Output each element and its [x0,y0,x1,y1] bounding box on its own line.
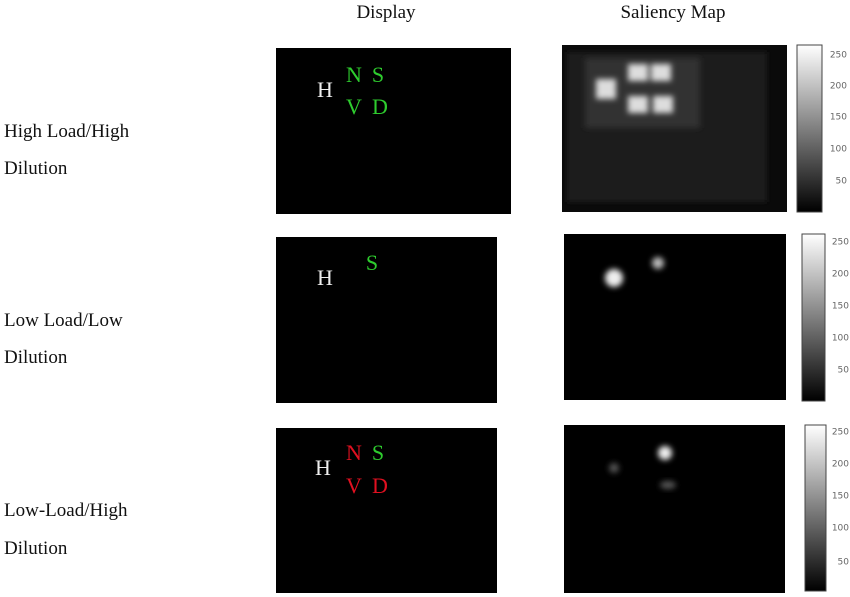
row-label: Dilution [4,347,68,368]
colorbar-tick: 250 [830,51,847,61]
letter: D [372,94,388,119]
row-label: Low-Load/High [4,500,128,521]
saliency-panel [564,425,785,593]
row-label: High Load/High [4,121,130,142]
display-panel [276,48,511,214]
saliency-blob [605,269,623,287]
colorbar-tick: 50 [836,177,848,187]
saliency-panel [564,234,786,400]
column-header: Display [356,2,416,23]
row-label: Dilution [4,538,68,559]
colorbar-tick: 50 [838,558,850,568]
colorbar [796,44,823,213]
colorbar [801,233,826,402]
saliency-blob [652,257,664,269]
saliency-blobs [596,64,673,113]
colorbar-tick: 150 [830,113,847,123]
letter: N [346,62,362,87]
saliency-blob [660,481,676,489]
letter: S [366,250,378,275]
saliency-blob [609,463,619,473]
saliency-blob [658,446,672,460]
colorbar-tick: 200 [832,270,849,280]
row-label: Low Load/Low [4,310,123,331]
letter: H [315,455,331,480]
colorbar-tick: 100 [832,524,849,534]
colorbar [804,424,827,592]
letter: H [317,265,333,290]
colorbar-tick: 50 [838,366,850,376]
letter: H [317,77,333,102]
colorbar-tick: 150 [832,302,849,312]
letter: N [346,440,362,465]
colorbar-tick: 100 [832,334,849,344]
row-label: Dilution [4,158,68,179]
colorbar-tick: 100 [830,145,847,155]
colorbar-tick: 200 [830,82,847,92]
column-header: Saliency Map [620,2,725,23]
letter: V [346,94,362,119]
letter: V [346,473,362,498]
colorbar-tick: 250 [832,428,849,438]
display-panel [276,428,497,593]
colorbar-tick: 200 [832,460,849,470]
letter: D [372,473,388,498]
letter: S [372,440,384,465]
letter: S [372,62,384,87]
display-panel [276,237,497,403]
colorbar-tick: 150 [832,492,849,502]
colorbar-tick: 250 [832,238,849,248]
